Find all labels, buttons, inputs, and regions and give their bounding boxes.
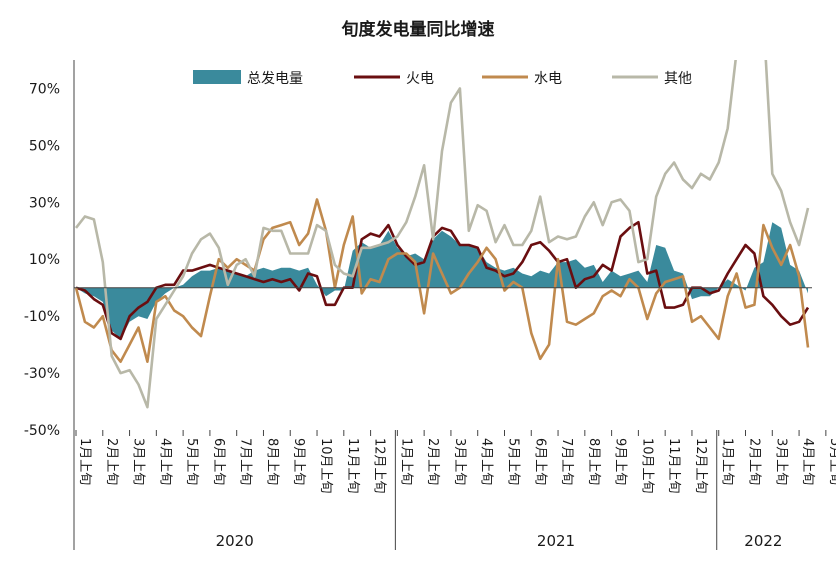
y-tick-label: -50%	[24, 423, 60, 439]
x-axis: 1月上旬 2月上旬 3月上旬 4月上旬 5月上旬 6月上旬 7月上旬 8月上旬 9月上旬 10月上…	[75, 430, 836, 494]
area-total-generation	[76, 222, 808, 339]
legend-label-thermal: 火电	[406, 71, 434, 87]
legend-label-total: 总发电量	[247, 71, 303, 87]
x-tick-label: 3月上旬	[131, 438, 146, 485]
legend: 总发电量 火电 水电 其他	[193, 70, 692, 87]
chart-title: 旬度发电量同比增速	[341, 19, 495, 40]
x-tick-label: 5月上旬	[506, 438, 521, 485]
y-tick-label: 30%	[29, 195, 60, 211]
x-tick-label: 11月上旬	[666, 438, 681, 494]
x-tick-label: 10月上旬	[318, 438, 333, 494]
legend-swatch-total	[193, 70, 241, 84]
x-tick-label: 2月上旬	[104, 438, 119, 485]
x-tick-label: 4月上旬	[157, 438, 172, 485]
y-tick-label: 50%	[29, 138, 60, 154]
legend-label-hydro: 水电	[534, 71, 562, 87]
x-tick-label: 2月上旬	[747, 438, 762, 485]
x-tick-label: 9月上旬	[613, 438, 628, 485]
year-label: 2022	[744, 532, 782, 550]
x-tick-label: 4月上旬	[479, 438, 494, 485]
x-tick-label: 5月上旬	[184, 438, 199, 485]
x-tick-label: 4月上旬	[800, 438, 815, 485]
x-tick-label: 3月上旬	[773, 438, 788, 485]
x-tick-label: 10月上旬	[639, 438, 654, 494]
x-tick-label: 1月上旬	[398, 438, 413, 485]
x-tick-label: 6月上旬	[211, 438, 226, 485]
y-axis: 70% 50% 30% 10% -10% -30% -50%	[24, 81, 60, 439]
line-thermal-power	[75, 220, 810, 341]
x-tick-label: 1月上旬	[720, 438, 735, 485]
x-tick-label: 2月上旬	[425, 438, 440, 485]
y-tick-label: -30%	[24, 366, 60, 382]
year-label: 2020	[216, 532, 254, 550]
x-tick-label: 8月上旬	[265, 438, 280, 485]
y-tick-label: 10%	[29, 252, 60, 268]
x-tick-label: 9月上旬	[291, 438, 306, 485]
x-tick-label: 12月上旬	[372, 438, 387, 494]
legend-label-other: 其他	[664, 71, 692, 87]
plot-area	[74, 60, 810, 409]
x-tick-label: 11月上旬	[345, 438, 360, 494]
x-tick-label: 5月上旬	[827, 438, 836, 485]
line-other-power	[74, 60, 810, 409]
x-tick-label: 1月上旬	[77, 438, 92, 485]
y-tick-label: 70%	[29, 81, 60, 97]
x-tick-label: 3月上旬	[452, 438, 467, 485]
line-hydro-power	[74, 198, 810, 363]
x-tick-label: 6月上旬	[532, 438, 547, 485]
y-tick-label: -10%	[24, 309, 60, 325]
x-tick-label: 12月上旬	[693, 438, 708, 494]
year-label: 2021	[537, 532, 575, 550]
x-tick-label: 7月上旬	[559, 438, 574, 485]
year-axis: 2020 2021 2022	[73, 430, 782, 550]
x-tick-label: 8月上旬	[586, 438, 601, 485]
x-tick-label: 7月上旬	[238, 438, 253, 485]
